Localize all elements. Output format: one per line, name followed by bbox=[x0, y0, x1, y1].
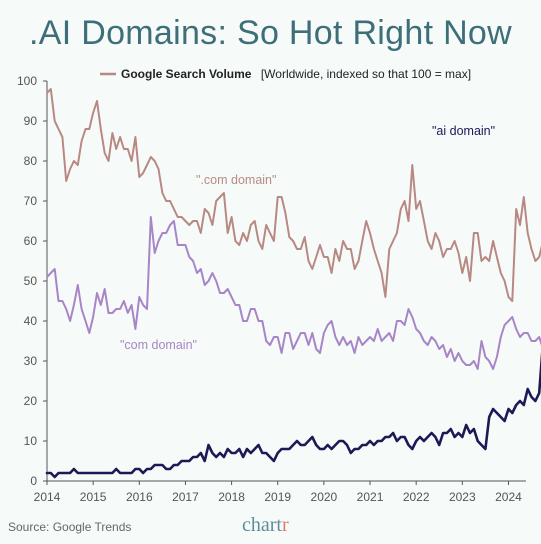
y-tick-label: 80 bbox=[24, 154, 38, 168]
series-line-ai bbox=[45, 351, 541, 479]
y-tick-label: 30 bbox=[24, 354, 38, 368]
x-tick-label: 2015 bbox=[80, 490, 107, 504]
annotation-dotcom: ".com domain" bbox=[196, 173, 276, 187]
brand-main: chart bbox=[242, 514, 282, 536]
series-line-com bbox=[46, 216, 541, 370]
y-tick-label: 60 bbox=[24, 234, 38, 248]
source-note: Source: Google Trends bbox=[8, 520, 132, 534]
x-tick-label: 2019 bbox=[264, 490, 291, 504]
legend-note: [Worldwide, indexed so that 100 = max] bbox=[261, 67, 471, 81]
annotation-com: "com domain" bbox=[120, 338, 197, 352]
y-tick-label: 50 bbox=[24, 274, 38, 288]
y-tick-label: 0 bbox=[30, 474, 37, 488]
x-tick-label: 2023 bbox=[449, 490, 476, 504]
legend-label: Google Search Volume bbox=[121, 67, 252, 81]
y-tick-label: 20 bbox=[24, 394, 38, 408]
svg-text:Google Search Volume [Wo: Google Search Volume [Worldwide, indexed… bbox=[121, 67, 471, 81]
axes: 0 10 20 30 40 50 60 70 80 90 100 2014 2015 2016 2017 20… bbox=[17, 74, 526, 504]
y-tick-label: 10 bbox=[24, 434, 38, 448]
y-tick-label: 100 bbox=[17, 74, 37, 88]
annotation-ai: "ai domain" bbox=[432, 124, 495, 138]
legend: Google Search Volume [Worldwide, indexed… bbox=[100, 67, 471, 81]
x-tick-label: 2016 bbox=[126, 490, 153, 504]
brand-accent: r bbox=[281, 514, 289, 536]
series-lines bbox=[45, 88, 541, 479]
y-tick-label: 90 bbox=[24, 114, 38, 128]
x-tick-label: 2022 bbox=[403, 490, 430, 504]
x-tick-label: 2024 bbox=[495, 490, 522, 504]
chart-title: .AI Domains: So Hot Right Now bbox=[29, 14, 512, 52]
y-tick-label: 40 bbox=[24, 314, 38, 328]
y-tick-label: 70 bbox=[24, 194, 38, 208]
brand-logo: chartr bbox=[242, 514, 289, 537]
x-tick-label: 2020 bbox=[311, 490, 338, 504]
x-tick-label: 2017 bbox=[172, 490, 199, 504]
x-tick-label: 2014 bbox=[34, 490, 61, 504]
x-tick-label: 2021 bbox=[357, 490, 384, 504]
x-tick-label: 2018 bbox=[218, 490, 245, 504]
series-line-dotcom bbox=[46, 88, 541, 302]
